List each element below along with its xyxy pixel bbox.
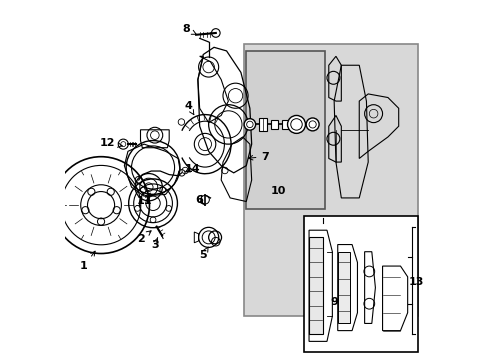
Circle shape <box>290 119 302 130</box>
Text: 14: 14 <box>184 163 200 174</box>
Text: 7: 7 <box>248 152 268 162</box>
Text: 2: 2 <box>136 231 151 244</box>
Text: 11: 11 <box>137 193 152 206</box>
Circle shape <box>308 121 316 128</box>
Text: 10: 10 <box>270 186 285 196</box>
Text: 13: 13 <box>407 277 423 287</box>
Circle shape <box>244 119 255 130</box>
Circle shape <box>246 121 253 128</box>
Bar <box>258 118 266 131</box>
Bar <box>271 120 277 129</box>
Text: 6: 6 <box>195 195 203 205</box>
Bar <box>246 51 325 209</box>
Text: 12: 12 <box>100 139 122 148</box>
Bar <box>282 120 288 129</box>
Bar <box>303 216 418 352</box>
Circle shape <box>305 118 319 131</box>
Circle shape <box>287 116 305 134</box>
Polygon shape <box>337 252 349 323</box>
Text: 4: 4 <box>184 102 193 114</box>
Text: 5: 5 <box>199 247 208 260</box>
Text: 1: 1 <box>80 251 95 271</box>
Text: 8: 8 <box>182 24 196 35</box>
Text: 9: 9 <box>329 297 337 307</box>
Bar <box>244 44 418 316</box>
Polygon shape <box>308 237 322 334</box>
Text: 3: 3 <box>151 238 158 250</box>
